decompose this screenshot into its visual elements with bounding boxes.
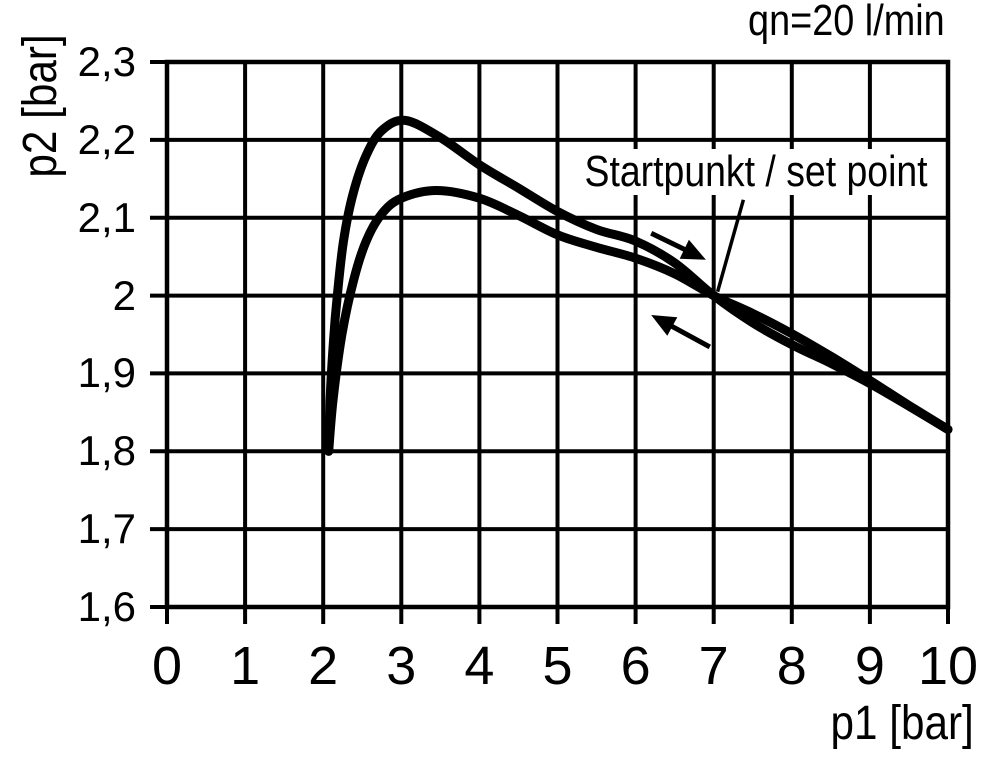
x-tick-label: 1: [230, 636, 261, 696]
y-tick-label: 2: [112, 271, 136, 319]
x-tick-label: 2: [308, 636, 339, 696]
y-tick-label: 1,9: [77, 349, 136, 397]
curve-forward: [324, 115, 953, 456]
x-tick-label: 7: [698, 636, 729, 696]
x-tick-label: 8: [776, 636, 807, 696]
y-tick-label: 1,7: [77, 505, 136, 553]
x-tick-label: 0: [151, 636, 183, 696]
y-tick-label: 2,1: [77, 193, 136, 241]
y-tick-label: 1,8: [77, 427, 136, 475]
x-tick-label: 6: [620, 636, 651, 696]
flow-rate-annotation: qn=20 l/min: [748, 0, 945, 45]
y-tick-label: 1,6: [77, 583, 136, 630]
x-tick-label: 9: [854, 636, 885, 696]
forward-direction-arrow-head: [679, 239, 706, 260]
x-tick-label: 10: [917, 636, 979, 696]
set-point-leader-line: [715, 199, 746, 293]
set-point-label: Startpunkt / set point: [582, 148, 931, 196]
x-axis-title: p1 [bar]: [830, 697, 974, 750]
curve-return: [324, 186, 953, 456]
x-tick-label: 5: [542, 636, 573, 696]
x-tick-label: 3: [386, 636, 417, 696]
x-tick-label: 4: [464, 636, 495, 696]
plot-frame: [164, 59, 951, 610]
y-tick-label: 2,2: [77, 115, 136, 163]
y-tick-label: 2,3: [77, 38, 136, 85]
return-direction-arrow-head: [651, 315, 678, 336]
